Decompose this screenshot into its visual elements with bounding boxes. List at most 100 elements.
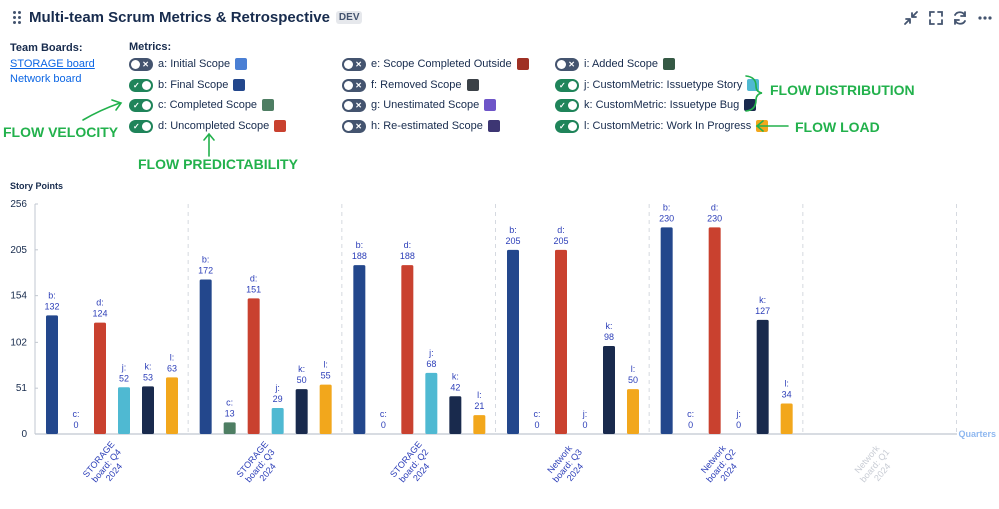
board-link-storage[interactable]: STORAGE board bbox=[10, 57, 95, 70]
bar-k bbox=[449, 396, 462, 434]
data-label-key: l: bbox=[323, 360, 328, 370]
metric-toggle-j[interactable]: ✓ bbox=[555, 78, 579, 92]
env-badge: DEV bbox=[335, 11, 363, 24]
bar-b bbox=[199, 279, 212, 434]
data-label-key: c: bbox=[533, 409, 540, 419]
bar-d bbox=[247, 298, 260, 434]
bar-b bbox=[353, 265, 366, 434]
x-category-label: STORAGEboard: Q32024 bbox=[234, 439, 285, 492]
data-label-value: 68 bbox=[426, 359, 436, 369]
refresh-icon[interactable] bbox=[951, 9, 969, 27]
x-category-label: Networkboard: Q22024 bbox=[697, 441, 746, 491]
metric-label: c: Completed Scope bbox=[158, 99, 258, 111]
bar-l bbox=[780, 403, 793, 434]
metric-b: ✓ b: Final Scope bbox=[129, 78, 246, 92]
bar-d bbox=[555, 249, 567, 434]
data-label-key: c: bbox=[687, 409, 694, 419]
data-label-value: 127 bbox=[755, 306, 770, 316]
metrics-label: Metrics: bbox=[129, 41, 172, 53]
metric-label: e: Scope Completed Outside bbox=[371, 58, 512, 70]
bar-c bbox=[223, 422, 236, 434]
data-label-value: 132 bbox=[44, 301, 59, 311]
metric-toggle-f[interactable]: ✕ bbox=[342, 78, 366, 92]
x-axis-title: Quarters bbox=[958, 429, 996, 439]
y-tick-label: 0 bbox=[21, 429, 27, 440]
flow-load-label: FLOW LOAD bbox=[795, 119, 880, 135]
data-label-key: j: bbox=[428, 348, 434, 358]
data-label-value: 205 bbox=[553, 236, 568, 246]
metric-a: ✕ a: Initial Scope bbox=[129, 57, 248, 71]
data-label-key: j: bbox=[274, 383, 280, 393]
metric-e: ✕ e: Scope Completed Outside bbox=[342, 57, 529, 71]
data-label-value: 50 bbox=[628, 375, 638, 385]
metric-color-swatch bbox=[484, 99, 497, 111]
metric-color-swatch bbox=[262, 99, 275, 111]
metric-label: a: Initial Scope bbox=[158, 58, 231, 70]
bar-l bbox=[473, 415, 486, 434]
bar-l bbox=[319, 384, 332, 434]
more-icon[interactable] bbox=[976, 9, 994, 27]
data-label-value: 188 bbox=[400, 251, 415, 261]
metric-label: i: Added Scope bbox=[584, 58, 659, 70]
fullscreen-icon[interactable] bbox=[927, 9, 945, 27]
metric-g: ✕ g: Unestimated Scope bbox=[342, 98, 497, 112]
data-label-key: l: bbox=[170, 352, 175, 362]
bar-chart: Story Points051102154205256Quartersb:132… bbox=[10, 181, 996, 492]
data-label-value: 98 bbox=[604, 332, 614, 342]
bar-l bbox=[627, 389, 639, 434]
board-link-network[interactable]: Network board bbox=[10, 73, 82, 85]
title-text: Multi-team Scrum Metrics & Retrospective bbox=[29, 9, 330, 26]
bar-d bbox=[94, 322, 106, 434]
drag-handle-icon[interactable] bbox=[13, 11, 23, 25]
data-label-key: l: bbox=[784, 378, 789, 388]
metric-label: l: CustomMetric: Work In Progress bbox=[584, 120, 752, 132]
metric-toggle-g[interactable]: ✕ bbox=[342, 98, 366, 112]
y-tick-label: 51 bbox=[16, 383, 28, 394]
metric-toggle-a[interactable]: ✕ bbox=[129, 57, 153, 71]
metric-k: ✓ k: CustomMetric: Issuetype Bug bbox=[555, 98, 757, 112]
data-label-value: 53 bbox=[143, 372, 153, 382]
data-label-key: c: bbox=[72, 409, 79, 419]
data-label-key: l: bbox=[631, 364, 636, 374]
data-label-value: 230 bbox=[659, 213, 674, 223]
data-label-value: 63 bbox=[167, 363, 177, 373]
metric-toggle-i[interactable]: ✕ bbox=[555, 57, 579, 71]
data-label-value: 55 bbox=[321, 371, 331, 381]
data-label-key: d: bbox=[557, 225, 565, 235]
metric-label: g: Unestimated Scope bbox=[371, 99, 480, 111]
metric-toggle-e[interactable]: ✕ bbox=[342, 57, 366, 71]
metric-toggle-l[interactable]: ✓ bbox=[555, 119, 579, 133]
metric-color-swatch bbox=[274, 120, 287, 132]
bar-k bbox=[756, 319, 769, 434]
metric-toggle-d[interactable]: ✓ bbox=[129, 119, 153, 133]
y-tick-label: 205 bbox=[10, 245, 27, 256]
team-boards: Team Boards: STORAGE board Network board bbox=[10, 41, 95, 88]
x-category-label: STORAGEboard: Q22024 bbox=[388, 439, 439, 492]
metric-i: ✕ i: Added Scope bbox=[555, 57, 676, 71]
annotation-arrows bbox=[82, 75, 789, 157]
bar-l bbox=[166, 377, 178, 434]
data-label-value: 230 bbox=[707, 213, 722, 223]
bar-b bbox=[660, 227, 673, 434]
metric-toggle-h[interactable]: ✕ bbox=[342, 119, 366, 133]
data-label-key: k: bbox=[144, 361, 151, 371]
minimize-icon[interactable] bbox=[902, 9, 920, 27]
metric-color-swatch bbox=[487, 120, 500, 132]
data-label-key: b: bbox=[663, 202, 671, 212]
y-tick-label: 102 bbox=[10, 337, 27, 348]
metric-label: j: CustomMetric: Issuetype Story bbox=[584, 79, 743, 91]
metric-toggle-b[interactable]: ✓ bbox=[129, 78, 153, 92]
bar-d bbox=[708, 227, 721, 434]
data-label-key: d: bbox=[250, 273, 258, 283]
data-label-key: b: bbox=[48, 290, 56, 300]
metric-color-swatch bbox=[466, 79, 479, 91]
data-label-key: k: bbox=[298, 364, 305, 374]
metric-toggle-c[interactable]: ✓ bbox=[129, 98, 153, 112]
flow-velocity-label: FLOW VELOCITY bbox=[3, 124, 119, 140]
data-label-key: l: bbox=[477, 390, 482, 400]
team-boards-label: Team Boards: bbox=[10, 42, 83, 54]
bar-j bbox=[118, 387, 130, 434]
metric-toggle-k[interactable]: ✓ bbox=[555, 98, 579, 112]
metric-label: f: Removed Scope bbox=[371, 79, 462, 91]
data-label-value: 205 bbox=[505, 236, 520, 246]
